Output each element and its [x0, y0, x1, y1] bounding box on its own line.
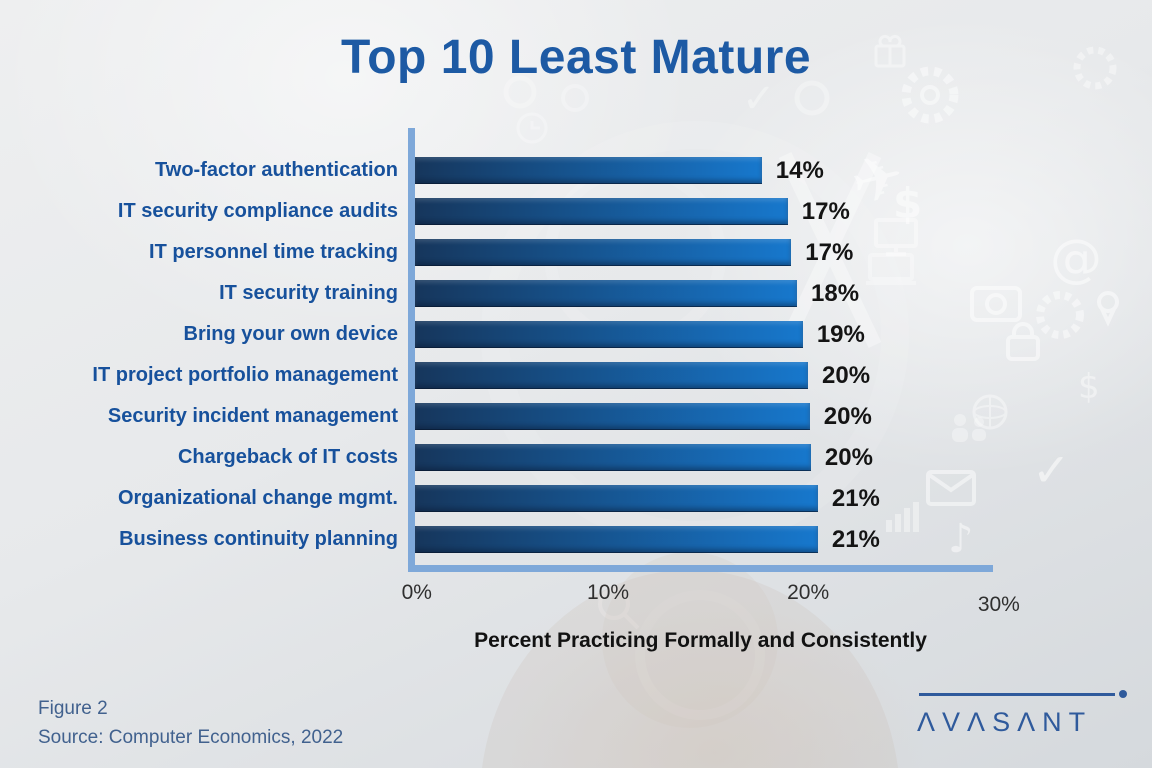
chart-row: IT personnel time tracking 17%: [0, 239, 1152, 266]
value-label: 21%: [831, 526, 880, 553]
chart-row: Chargeback of IT costs 20%: [0, 444, 1152, 471]
x-tick-label: 10%: [587, 581, 630, 604]
value-label: 18%: [811, 280, 860, 307]
x-tick-label: 30%: [977, 593, 1020, 616]
avasant-logo: ΛVΛSΛNT: [917, 690, 1127, 738]
source-label: Source: Computer Economics, 2022: [38, 727, 344, 748]
ring-icon: [561, 84, 589, 112]
logo-rule-and-dot-icon: [919, 690, 1127, 698]
logo-wordmark: ΛVΛSΛNT: [917, 706, 1093, 737]
value-label: 20%: [822, 362, 871, 389]
category-label: Two-factor authentication: [155, 159, 398, 181]
value-label: 21%: [831, 485, 880, 512]
value-label: 17%: [805, 239, 854, 266]
silhouette-shape: [482, 570, 898, 768]
x-tick-label: 0%: [401, 581, 432, 604]
category-label: IT personnel time tracking: [149, 241, 398, 263]
bar: [415, 485, 818, 512]
category-label: Security incident management: [107, 405, 398, 427]
bar: [415, 239, 792, 266]
category-label: Chargeback of IT costs: [177, 446, 398, 468]
value-label: 14%: [775, 157, 824, 184]
figure-caption: Figure 2 Source: Computer Economics, 202…: [38, 694, 343, 752]
chart-row: Organizational change mgmt. 21%: [0, 485, 1152, 512]
category-label: IT project portfolio management: [92, 364, 398, 386]
chart-title: Top 10 Least Mature: [340, 31, 812, 84]
ring-icon: [794, 80, 830, 116]
category-label: Bring your own device: [183, 323, 398, 345]
chart-row: Bring your own device 19%: [0, 321, 1152, 348]
value-label: 20%: [823, 403, 872, 430]
chart-row: Business continuity planning 21%: [0, 526, 1152, 553]
figure-label: Figure 2: [38, 698, 108, 719]
bar: [415, 526, 818, 553]
bar: [415, 403, 810, 430]
bar: [415, 157, 762, 184]
chart-row: IT security training 18%: [0, 280, 1152, 307]
category-label: IT security compliance audits: [117, 200, 398, 222]
bar: [415, 444, 811, 471]
ring-icon: [635, 590, 765, 720]
x-tick-label: 20%: [787, 581, 830, 604]
bar: [415, 280, 798, 307]
chart-row: Two-factor authentication 14%: [0, 157, 1152, 184]
category-label: Business continuity planning: [119, 528, 398, 550]
chart-row: Security incident management 20%: [0, 403, 1152, 430]
bar: [415, 321, 803, 348]
chart-row: IT project portfolio management 20%: [0, 362, 1152, 389]
x-axis-title: Percent Practicing Formally and Consiste…: [474, 629, 927, 652]
value-label: 19%: [816, 321, 865, 348]
category-label: Organizational change mgmt.: [117, 487, 398, 509]
value-label: 20%: [824, 444, 873, 471]
bar: [415, 362, 809, 389]
plot-area: [408, 128, 993, 572]
value-label: 17%: [801, 198, 850, 225]
category-label: IT security training: [219, 282, 398, 304]
bar: [415, 198, 788, 225]
gear-icon: [920, 85, 940, 105]
chart-row: IT security compliance audits 17%: [0, 198, 1152, 225]
